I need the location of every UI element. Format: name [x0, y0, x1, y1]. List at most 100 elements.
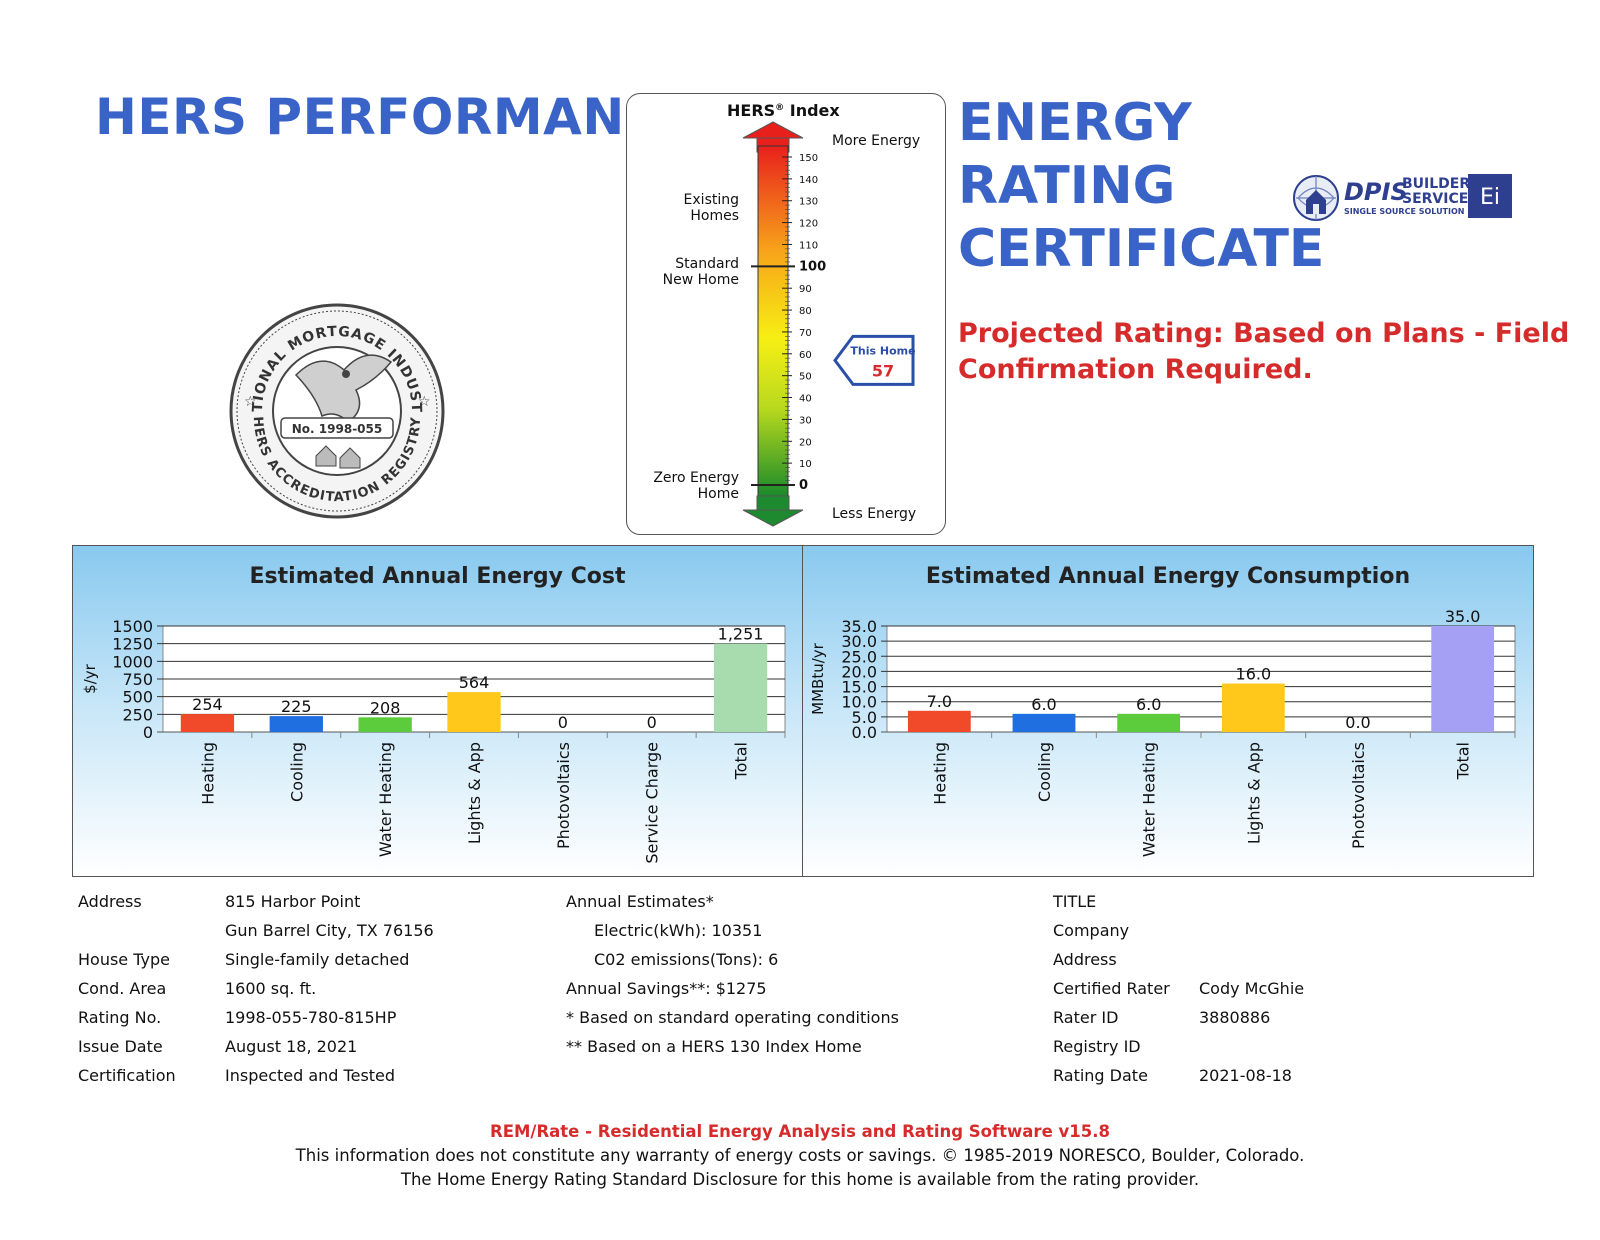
electric-estimate: Electric(kWh): 10351 — [594, 921, 763, 940]
y-tick-label: 15.0 — [841, 678, 877, 697]
logo-tagline: SINGLE SOURCE SOLUTION — [1344, 207, 1465, 216]
y-tick-label: 0.0 — [852, 723, 877, 742]
plot-area — [886, 625, 1516, 733]
category-label: Heating — [930, 742, 949, 805]
this-home-value: 57 — [872, 361, 894, 380]
bar-lights-app — [1221, 683, 1285, 732]
y-tick-label: 10.0 — [841, 693, 877, 712]
hers-scale-bar — [757, 145, 789, 497]
cond-area-label: Cond. Area — [78, 979, 167, 998]
seal-number: No. 1998-055 — [292, 422, 382, 436]
certificate-title-line: ENERGY — [958, 93, 1192, 153]
hers-tick-label: 130 — [799, 197, 818, 208]
bar-value-label: 208 — [370, 698, 401, 717]
standard-new-home-label: Standard — [675, 256, 739, 272]
rater-address: Address — [1053, 950, 1117, 969]
consumption-chart-title: Estimated Annual Energy Consumption — [925, 564, 1411, 589]
arrow-up-icon — [742, 121, 804, 139]
bar-value-label: 0.0 — [1345, 713, 1370, 732]
this-home-marker: This Home 57 — [833, 334, 916, 386]
annual-savings: Annual Savings**: $1275 — [566, 979, 767, 998]
disclosure-note: The Home Energy Rating Standard Disclosu… — [400, 1170, 1200, 1189]
category-label: Total — [732, 742, 751, 780]
bar-heating — [907, 710, 971, 732]
rating-date-value: 2021-08-18 — [1199, 1066, 1292, 1085]
house-type-label: House Type — [78, 950, 170, 969]
hers-tick-label: 70 — [799, 328, 812, 339]
hers-index-panel: HERS® Index More Energy 150 140 130 120 110 1… — [626, 93, 946, 535]
projected-rating-note: Projected Rating: Based on Plans - Field… — [958, 318, 1570, 385]
this-home-label: This Home — [850, 344, 915, 357]
bar-value-label: 254 — [192, 695, 223, 714]
bar-value-label: 6.0 — [1136, 695, 1161, 714]
y-tick-label: 5.0 — [852, 708, 877, 727]
rater-company: Company — [1053, 921, 1130, 940]
certified-rater-value: Cody McGhie — [1199, 979, 1305, 998]
y-tick-label: 20.0 — [841, 662, 877, 681]
bar-value-label: 0 — [558, 713, 568, 732]
hers-tick-label: 140 — [799, 175, 818, 186]
y-tick-label: 1500 — [112, 617, 153, 636]
hers-tick-label: 100 — [799, 259, 826, 274]
y-tick-label: 750 — [122, 670, 153, 689]
y-tick-label: 250 — [122, 705, 153, 724]
star-icon: ☆ — [244, 394, 257, 410]
annual-estimates-heading: Annual Estimates* — [566, 892, 714, 911]
zero-energy-home-label: Zero Energy — [653, 470, 739, 486]
registry-id-label: Registry ID — [1053, 1037, 1141, 1056]
certified-rater-label: Certified Rater — [1053, 979, 1170, 998]
house-type-value: Single-family detached — [225, 950, 410, 969]
warranty-disclaimer: This information does not constitute any… — [295, 1146, 1305, 1165]
rating-no-value: 1998-055-780-815HP — [225, 1008, 397, 1027]
bar-value-label: 6.0 — [1031, 695, 1056, 714]
issue-date-value: August 18, 2021 — [225, 1037, 358, 1056]
energy-charts-panel: Estimated Annual Energy Cost Estimated A… — [72, 545, 1534, 877]
arrow-down-icon — [742, 509, 804, 527]
bar-total — [713, 643, 768, 732]
certification-label: Certification — [78, 1066, 176, 1085]
logo-text: BUILDER — [1402, 176, 1470, 192]
logo-text: DPIS — [1344, 178, 1408, 206]
more-energy-label: More Energy — [832, 133, 920, 149]
less-energy-label: Less Energy — [832, 506, 916, 522]
hers-tick-label: 150 — [799, 153, 818, 164]
hers-tick-label: 0 — [799, 478, 808, 493]
estimates-note: * Based on standard operating conditions — [566, 1008, 899, 1027]
bar-lights-app — [447, 692, 501, 732]
y-tick-label: 1000 — [112, 652, 153, 671]
software-credit: REM/Rate - Residential Energy Analysis a… — [490, 1122, 1110, 1141]
bar-value-label: 564 — [459, 673, 490, 692]
hers-index-title: HERS® Index — [727, 101, 840, 120]
y-axis-label: MMBtu/yr — [809, 642, 827, 714]
globe-house-icon — [1293, 175, 1339, 221]
category-label: Service Charge — [643, 742, 662, 864]
category-label: Lights & App — [1244, 742, 1263, 844]
bar-water-heating — [1117, 713, 1181, 732]
hers-registry-seal: NATIONAL MORTGAGE INDUSTRY HERS ACCREDIT… — [219, 288, 448, 522]
rater-title: TITLE — [1053, 892, 1097, 911]
hers-tick-label: 120 — [799, 219, 818, 230]
company-logo: DPIS BUILDER SERVICES SINGLE SOURCE SOLU… — [1292, 170, 1522, 230]
bar-total — [1431, 626, 1495, 732]
bar-heating — [180, 714, 235, 732]
page-title: HERS PERFORMANCE — [95, 88, 697, 146]
bar-value-label: 225 — [281, 697, 312, 716]
hers-tick-label: 20 — [799, 437, 812, 448]
address-label: Address — [78, 892, 142, 911]
category-label: Heating — [198, 742, 217, 805]
hers-tick-label: 40 — [799, 394, 812, 405]
hers-tick-label: 80 — [799, 306, 812, 317]
certificate-title-line: RATING — [958, 156, 1176, 216]
bar-value-label: 0 — [647, 713, 657, 732]
address-line: Gun Barrel City, TX 76156 — [225, 921, 434, 940]
rater-id-label: Rater ID — [1053, 1008, 1119, 1027]
category-label: Lights & App — [465, 742, 484, 844]
certification-value: Inspected and Tested — [225, 1066, 396, 1085]
existing-homes-label: Homes — [690, 208, 739, 224]
existing-homes-label: Existing — [684, 192, 739, 208]
ei-badge-text: Ei — [1480, 185, 1500, 210]
cost-chart-title: Estimated Annual Energy Cost — [249, 564, 626, 589]
y-tick-label: 30.0 — [841, 632, 877, 651]
rating-date-label: Rating Date — [1053, 1066, 1148, 1085]
y-tick-label: 35.0 — [841, 617, 877, 636]
